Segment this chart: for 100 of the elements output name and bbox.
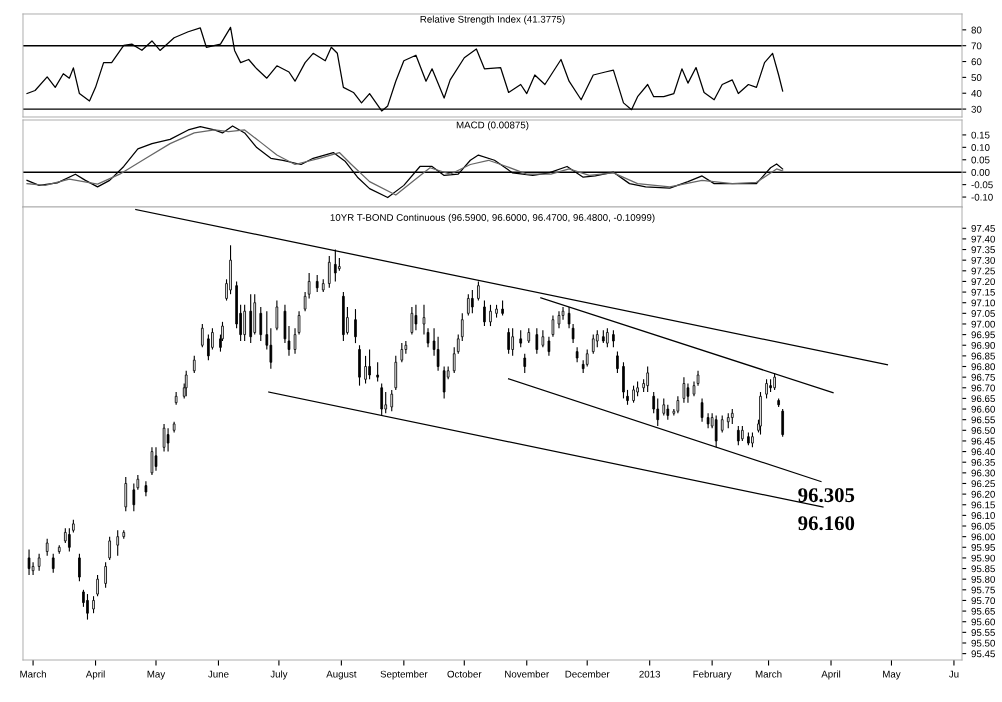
candlestick [327,255,331,289]
candlestick [466,293,470,317]
candlestick [646,365,649,393]
y-tick-label: 95.75 [971,586,995,594]
x-tick-label: April [821,670,841,680]
x-tick-label: June [208,670,229,678]
candlestick [104,561,107,589]
candlestick [92,595,95,614]
y-tick-label: 95.90 [971,554,995,562]
y-tick-label: 95.85 [971,565,995,573]
y-tick-label: 96.45 [971,437,995,445]
candlestick [51,553,55,574]
y-tick-label: 96.75 [971,373,995,381]
candlestick [390,389,394,412]
candlestick [154,446,158,472]
candlestick [162,423,166,453]
y-tick-label: -0.05 [971,181,993,189]
candlestick [68,527,71,553]
chart-title: Relative Strength Index (41.3775) [420,15,565,25]
annotation: 96.160 [798,516,855,531]
candlestick [414,304,418,331]
y-tick-label: 97.35 [971,246,995,254]
x-tick-label: April [85,670,105,680]
candlestick [354,308,357,344]
candlestick [456,334,460,355]
y-tick-label: 97.25 [971,267,995,275]
y-tick-label: 96.85 [971,352,995,360]
y-tick-label: -0.10 [971,193,993,201]
candlestick [452,346,456,374]
y-tick-label: 97.20 [971,278,995,286]
candlestick [78,553,81,582]
y-tick-label: 96.05 [971,522,995,530]
candlestick [606,327,609,348]
y-tick-label: 95.80 [971,575,995,583]
candlestick [27,548,31,576]
x-tick-label: March [20,670,46,678]
x-tick-label: July [270,670,288,680]
y-tick-label: 96.95 [971,331,995,339]
candlestick [124,476,128,512]
y-tick-label: 95.45 [971,650,995,658]
candlestick [477,280,480,302]
y-tick-label: 0.00 [971,168,990,176]
y-tick-label: 97.15 [971,288,995,296]
candlestick [368,348,371,380]
candlestick [759,391,762,436]
candlestick [358,344,361,387]
candlestick [442,365,446,399]
candlestick [384,391,388,414]
candlestick [626,389,629,406]
candlestick [551,314,555,338]
candlestick [243,304,246,342]
y-tick-label: 95.60 [971,618,995,626]
y-tick-label: 80 [971,26,982,34]
y-tick-label: 96.60 [971,405,995,413]
candlestick [547,336,551,357]
y-tick-label: 96.35 [971,458,995,466]
candlestick [116,529,120,557]
candlestick [86,593,89,621]
candlestick [410,306,414,336]
y-tick-label: 97.00 [971,320,995,328]
y-tick-label: 96.25 [971,480,995,488]
candlestick [714,414,718,448]
candlestick [269,327,273,370]
x-tick-label: May [883,670,901,680]
x-tick-label: Ju [948,670,959,678]
y-tick-label: 97.40 [971,235,995,243]
y-tick-label: 0.15 [971,131,990,139]
candlestick [511,327,514,357]
x-tick-label: March [755,670,782,678]
y-tick-label: 95.55 [971,629,995,636]
candlestick [364,355,367,385]
candlestick [489,304,492,327]
candlestick [201,323,204,348]
candlestick [436,336,440,372]
candlestick [150,446,154,476]
candlestick [483,300,486,327]
candlestick [622,361,625,399]
candlestick [656,397,660,427]
y-tick-label: 96.00 [971,533,995,541]
y-tick-label: 97.45 [971,225,995,232]
x-tick-label: August [326,670,357,680]
x-tick-label: November [505,670,550,678]
candlestick [700,397,704,423]
y-tick-label: 50 [971,74,982,81]
candlestick [259,306,263,342]
candlestick [523,353,527,374]
y-tick-label: 96.50 [971,427,995,434]
y-tick-label: 96.20 [971,490,995,498]
y-tick-label: 30 [971,105,982,113]
y-tick-label: 96.40 [971,448,995,456]
candlestick [737,425,740,446]
y-tick-label: 96.90 [971,341,995,349]
y-tick-label: 95.50 [971,639,995,647]
candlestick [376,361,379,382]
candlestick [108,536,111,561]
x-tick-label: February [693,670,732,680]
y-tick-label: 97.30 [971,256,995,264]
y-tick-label: 96.30 [971,469,995,477]
chart-title: MACD (0.00875) [456,121,529,131]
candlestick [275,300,279,331]
